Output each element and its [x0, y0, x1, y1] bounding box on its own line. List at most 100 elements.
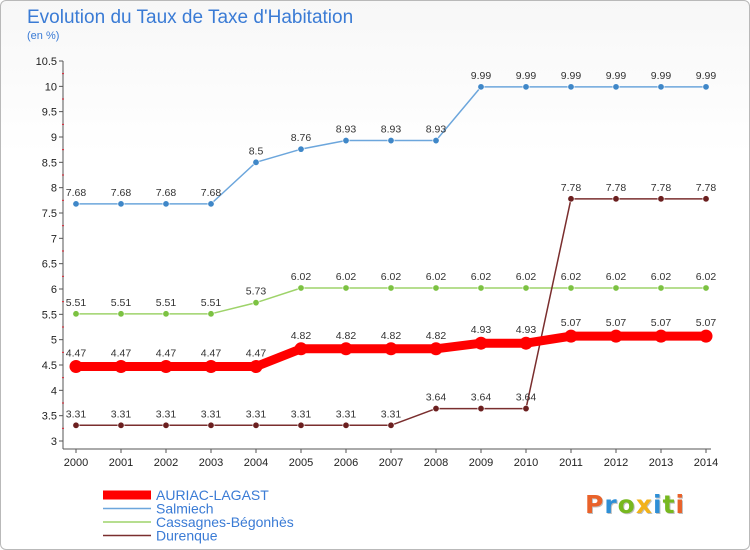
logo-letter: i: [653, 490, 663, 519]
data-label-cassagnes-b-gonh-s: 5.51: [156, 297, 177, 309]
data-label-salmiech: 9.99: [696, 70, 717, 82]
x-tick-label: 2000: [64, 457, 88, 469]
y-tick-label: 10: [45, 81, 57, 93]
data-label-salmiech: 9.99: [651, 70, 672, 82]
y-tick-label: 6: [51, 284, 57, 296]
data-label-cassagnes-b-gonh-s: 5.51: [66, 297, 87, 309]
data-point-durenque: [387, 421, 395, 429]
x-tick-label: 2003: [199, 457, 223, 469]
data-label-cassagnes-b-gonh-s: 5.51: [111, 297, 132, 309]
data-point-auriac-lagast: [294, 342, 308, 356]
data-point-auriac-lagast: [384, 342, 398, 356]
logo-letter: o: [617, 490, 636, 519]
data-point-auriac-lagast: [339, 342, 353, 356]
data-point-salmiech: [567, 83, 575, 91]
data-label-salmiech: 8.93: [426, 124, 447, 136]
series-line-durenque: [75, 198, 707, 427]
data-label-auriac-lagast: 4.47: [111, 348, 132, 360]
data-label-salmiech: 7.68: [111, 187, 132, 199]
data-point-salmiech: [657, 83, 665, 91]
data-label-salmiech: 9.99: [471, 70, 492, 82]
data-point-durenque: [297, 421, 305, 429]
data-label-durenque: 3.31: [201, 408, 222, 420]
data-point-durenque: [477, 405, 485, 413]
x-tick-label: 2012: [604, 457, 628, 469]
data-point-auriac-lagast: [69, 360, 83, 374]
data-point-auriac-lagast: [159, 360, 173, 374]
data-point-durenque: [657, 195, 665, 203]
data-point-cassagnes-b-gonh-s: [702, 284, 710, 292]
y-tick-label: 6.5: [42, 259, 57, 271]
y-tick-label: 4: [51, 385, 57, 397]
data-point-salmiech: [117, 200, 125, 208]
data-label-cassagnes-b-gonh-s: 6.02: [516, 271, 537, 283]
data-label-durenque: 7.78: [561, 182, 582, 194]
data-point-auriac-lagast: [564, 329, 578, 343]
data-point-cassagnes-b-gonh-s: [477, 284, 485, 292]
x-tick-label: 2008: [424, 457, 448, 469]
legend-label-durenque: Durenque: [156, 528, 218, 544]
data-label-salmiech: 8.76: [291, 132, 312, 144]
data-label-durenque: 3.31: [336, 408, 357, 420]
data-label-salmiech: 9.99: [516, 70, 537, 82]
y-tick-label: 3: [51, 436, 57, 448]
y-tick-label: 5.5: [42, 309, 57, 321]
data-point-durenque: [702, 195, 710, 203]
data-point-cassagnes-b-gonh-s: [297, 284, 305, 292]
data-point-durenque: [432, 405, 440, 413]
data-point-salmiech: [612, 83, 620, 91]
logo-letter: i: [675, 490, 686, 519]
y-tick-label: 9.5: [42, 107, 57, 119]
axes: 3 3.5 4 4.5 5 5.5 6 6.5 7 7.5 8 8.5 9 9.5 10 10.5 2000 20…: [36, 56, 719, 469]
data-point-cassagnes-b-gonh-s: [252, 299, 260, 307]
data-label-auriac-lagast: 4.82: [426, 330, 447, 342]
data-label-auriac-lagast: 5.07: [696, 317, 717, 329]
data-label-auriac-lagast: 5.07: [561, 317, 582, 329]
data-point-salmiech: [477, 83, 485, 91]
data-point-durenque: [612, 195, 620, 203]
data-label-cassagnes-b-gonh-s: 5.73: [246, 286, 267, 298]
data-label-salmiech: 8.93: [336, 124, 357, 136]
data-point-auriac-lagast: [654, 329, 668, 343]
data-point-durenque: [117, 421, 125, 429]
data-point-cassagnes-b-gonh-s: [207, 310, 215, 318]
data-label-auriac-lagast: 5.07: [606, 317, 627, 329]
data-label-cassagnes-b-gonh-s: 6.02: [336, 271, 357, 283]
data-point-durenque: [342, 421, 350, 429]
y-tick-label: 9: [51, 132, 57, 144]
x-tick-label: 2005: [289, 457, 313, 469]
data-label-cassagnes-b-gonh-s: 6.02: [696, 271, 717, 283]
data-label-cassagnes-b-gonh-s: 6.02: [291, 271, 312, 283]
data-point-durenque: [72, 421, 80, 429]
data-label-salmiech: 9.99: [606, 70, 627, 82]
data-point-auriac-lagast: [609, 329, 623, 343]
data-label-cassagnes-b-gonh-s: 6.02: [561, 271, 582, 283]
legend: AURIAC-LAGASTSalmiechCassagnes-BégonhèsD…: [103, 487, 294, 544]
logo-letter: t: [662, 490, 676, 519]
data-label-durenque: 7.78: [651, 182, 672, 194]
logo-letter: r: [604, 490, 618, 519]
legend-label-salmiech: Salmiech: [156, 501, 214, 517]
data-point-salmiech: [702, 83, 710, 91]
data-label-durenque: 3.31: [66, 408, 87, 420]
y-tick-label: 4.5: [42, 360, 57, 372]
x-tick-label: 2009: [469, 457, 493, 469]
data-label-salmiech: 8.5: [249, 145, 264, 157]
y-tick-label: 8: [51, 183, 57, 195]
data-label-cassagnes-b-gonh-s: 6.02: [381, 271, 402, 283]
legend-label-cassagnes-b-gonh-s: Cassagnes-Bégonhès: [156, 514, 294, 530]
data-point-durenque: [162, 421, 170, 429]
data-point-cassagnes-b-gonh-s: [522, 284, 530, 292]
data-label-salmiech: 8.93: [381, 124, 402, 136]
unit-label: (en %): [27, 30, 60, 42]
data-label-durenque: 3.31: [156, 408, 177, 420]
data-point-cassagnes-b-gonh-s: [72, 310, 80, 318]
x-tick-label: 2011: [559, 457, 583, 469]
data-point-auriac-lagast: [699, 329, 713, 343]
series-points: [69, 83, 713, 429]
data-label-auriac-lagast: 4.47: [156, 348, 177, 360]
x-tick-label: 2014: [694, 457, 718, 469]
logo-letter: x: [635, 490, 653, 519]
data-point-auriac-lagast: [519, 336, 533, 350]
